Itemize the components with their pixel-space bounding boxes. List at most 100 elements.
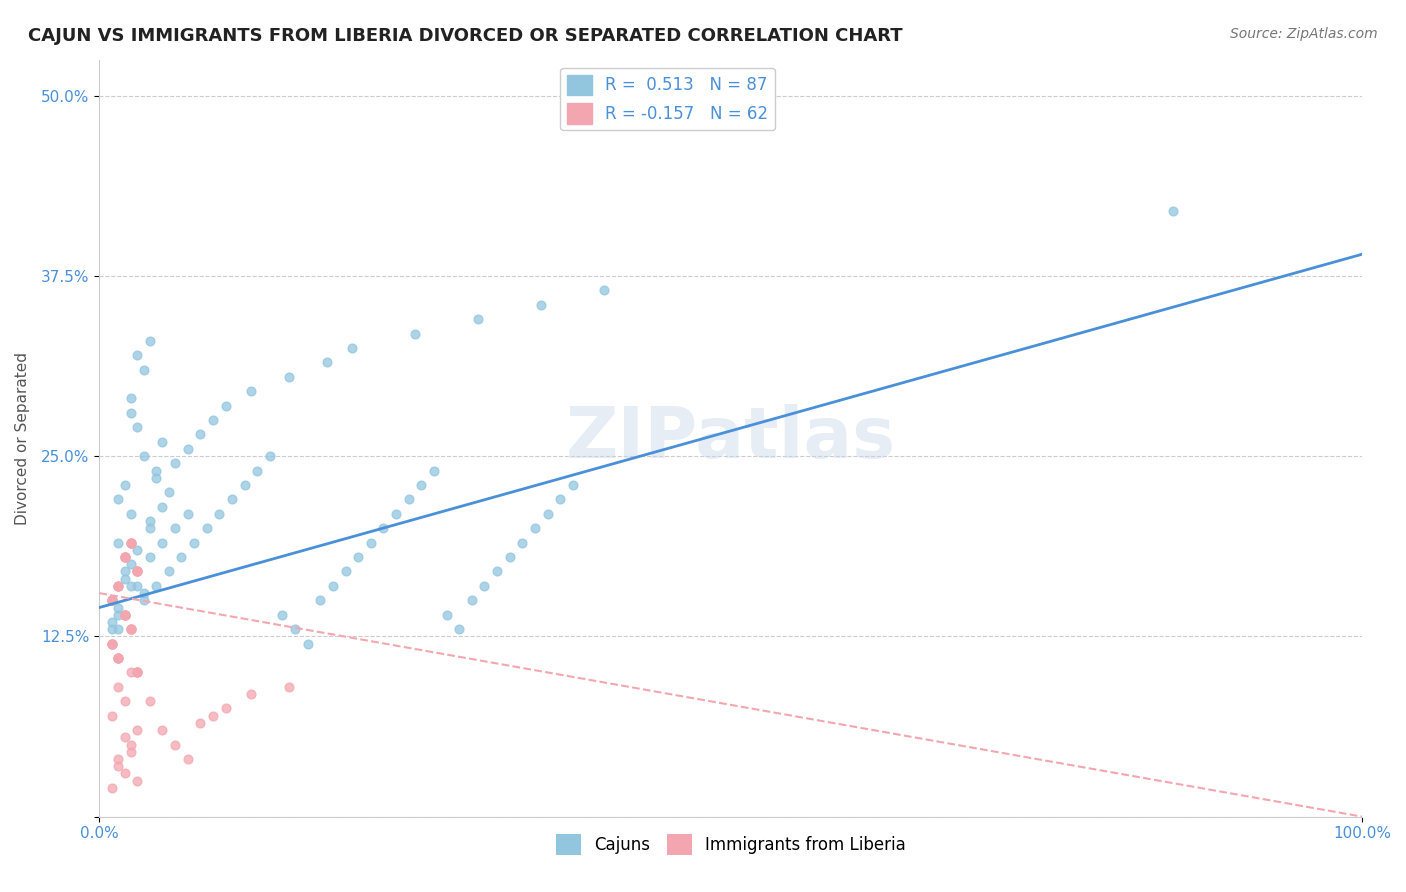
- Point: [120, 507, 142, 521]
- Point: [139, 550, 162, 565]
- Point: [107, 651, 129, 665]
- Point: [145, 579, 167, 593]
- Point: [188, 715, 211, 730]
- Point: [277, 369, 299, 384]
- Point: [561, 478, 583, 492]
- Point: [114, 550, 136, 565]
- Point: [127, 348, 149, 362]
- Point: [536, 507, 558, 521]
- Point: [170, 550, 193, 565]
- Point: [347, 550, 370, 565]
- Point: [499, 550, 522, 565]
- Point: [107, 651, 129, 665]
- Point: [120, 745, 142, 759]
- Point: [101, 708, 124, 723]
- Point: [404, 326, 426, 341]
- Point: [398, 492, 420, 507]
- Point: [177, 442, 200, 456]
- Point: [139, 334, 162, 348]
- Point: [201, 413, 224, 427]
- Point: [127, 420, 149, 434]
- Point: [132, 362, 155, 376]
- Point: [114, 731, 136, 745]
- Point: [127, 665, 149, 680]
- Point: [120, 535, 142, 549]
- Point: [127, 773, 149, 788]
- Point: [107, 535, 129, 549]
- Point: [239, 687, 262, 701]
- Point: [145, 471, 167, 485]
- Point: [139, 521, 162, 535]
- Point: [165, 521, 187, 535]
- Point: [297, 636, 319, 650]
- Point: [157, 485, 180, 500]
- Point: [120, 535, 142, 549]
- Point: [322, 579, 344, 593]
- Point: [101, 636, 124, 650]
- Point: [120, 622, 142, 636]
- Point: [107, 579, 129, 593]
- Point: [259, 449, 281, 463]
- Point: [101, 593, 124, 607]
- Point: [221, 492, 243, 507]
- Point: [132, 593, 155, 607]
- Point: [107, 607, 129, 622]
- Point: [530, 298, 553, 312]
- Point: [127, 565, 149, 579]
- Point: [107, 752, 129, 766]
- Point: [120, 622, 142, 636]
- Point: [107, 492, 129, 507]
- Point: [195, 521, 218, 535]
- Point: [107, 579, 129, 593]
- Point: [486, 565, 509, 579]
- Point: [114, 550, 136, 565]
- Point: [114, 565, 136, 579]
- Point: [183, 535, 205, 549]
- Point: [201, 708, 224, 723]
- Point: [385, 507, 408, 521]
- Point: [467, 312, 489, 326]
- Point: [127, 565, 149, 579]
- Legend: R =  0.513   N = 87, R = -0.157   N = 62: R = 0.513 N = 87, R = -0.157 N = 62: [560, 68, 775, 130]
- Point: [214, 701, 236, 715]
- Point: [233, 478, 256, 492]
- Point: [120, 665, 142, 680]
- Point: [132, 449, 155, 463]
- Point: [101, 593, 124, 607]
- Point: [127, 665, 149, 680]
- Point: [239, 384, 262, 399]
- Point: [139, 694, 162, 708]
- Point: [114, 572, 136, 586]
- Point: [208, 507, 231, 521]
- Point: [214, 399, 236, 413]
- Point: [107, 680, 129, 694]
- Point: [152, 500, 174, 514]
- Point: [127, 542, 149, 557]
- Point: [177, 752, 200, 766]
- Point: [593, 283, 616, 297]
- Point: [145, 464, 167, 478]
- Point: [101, 636, 124, 650]
- Point: [335, 565, 357, 579]
- Point: [114, 550, 136, 565]
- Point: [127, 565, 149, 579]
- Point: [523, 521, 546, 535]
- Point: [360, 535, 382, 549]
- Point: [127, 665, 149, 680]
- Point: [107, 651, 129, 665]
- Point: [1161, 204, 1184, 219]
- Point: [101, 636, 124, 650]
- Point: [152, 535, 174, 549]
- Point: [114, 607, 136, 622]
- Point: [271, 607, 294, 622]
- Point: [139, 514, 162, 528]
- Point: [188, 427, 211, 442]
- Point: [340, 341, 363, 355]
- Point: [114, 607, 136, 622]
- Point: [101, 593, 124, 607]
- Point: [277, 680, 299, 694]
- Point: [101, 593, 124, 607]
- Point: [107, 759, 129, 773]
- Point: [157, 565, 180, 579]
- Point: [114, 607, 136, 622]
